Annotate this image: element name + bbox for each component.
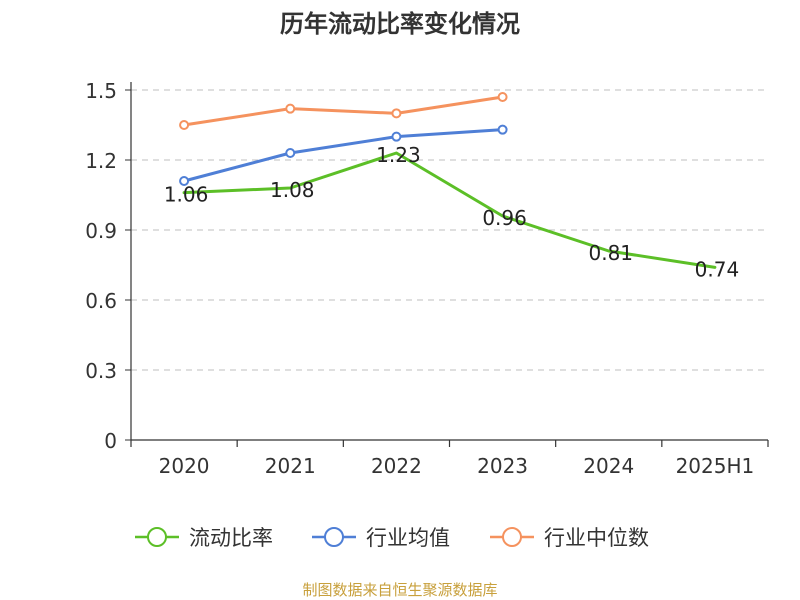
data-label: 0.74: [695, 257, 740, 281]
data-point: [497, 92, 508, 102]
series-line: [182, 128, 505, 183]
axes: 0 0.3 0.6 0.9 1.2 1.5 2020 2021 2022 2023 2024 2025…: [85, 79, 769, 478]
data-point: [391, 131, 402, 142]
data-point: [497, 124, 508, 135]
y-tick-label: 1.5: [85, 79, 117, 103]
legend-label: 行业中位数: [544, 526, 649, 550]
legend: 流动比率 行业均值 行业中位数: [135, 526, 649, 550]
x-tick-label: 2024: [583, 454, 634, 478]
x-tick-label: 2022: [371, 454, 422, 478]
source-note: 制图数据来自恒生聚源数据库: [302, 581, 497, 599]
legend-label: 行业均值: [366, 526, 450, 550]
data-label: 1.06: [164, 183, 209, 207]
data-point: [179, 176, 190, 186]
series-markers: [179, 92, 508, 186]
legend-label: 流动比率: [189, 526, 273, 550]
y-tick-label: 0.6: [85, 289, 117, 313]
legend-marker: [147, 527, 167, 547]
data-label: 0.81: [588, 241, 633, 265]
data-labels: 1.06 1.08 1.23 0.96 0.81 0.74: [164, 143, 739, 281]
data-point: [285, 103, 296, 114]
y-tick-label: 1.2: [85, 149, 117, 173]
series-lines: [182, 95, 717, 269]
y-tick-label: 0.3: [85, 359, 117, 383]
series-line: [182, 95, 505, 127]
x-tick-label: 2023: [477, 454, 528, 478]
y-tick-label: 0: [104, 429, 117, 453]
data-label: 0.96: [482, 206, 527, 230]
data-point: [179, 120, 190, 130]
x-tick-label: 2020: [159, 454, 210, 478]
y-tick-label: 0.9: [85, 219, 117, 243]
data-label: 1.08: [270, 178, 315, 202]
data-point: [391, 108, 402, 119]
x-tick-label: 2021: [265, 454, 316, 478]
data-point: [285, 148, 296, 158]
series-line: [182, 151, 717, 269]
legend-marker: [324, 527, 344, 547]
data-label: 1.23: [376, 143, 421, 167]
grid-lines: [131, 89, 768, 371]
x-tick-label: 2025H1: [676, 454, 755, 478]
legend-marker: [502, 527, 522, 547]
chart-title: 历年流动比率变化情况: [280, 10, 520, 38]
